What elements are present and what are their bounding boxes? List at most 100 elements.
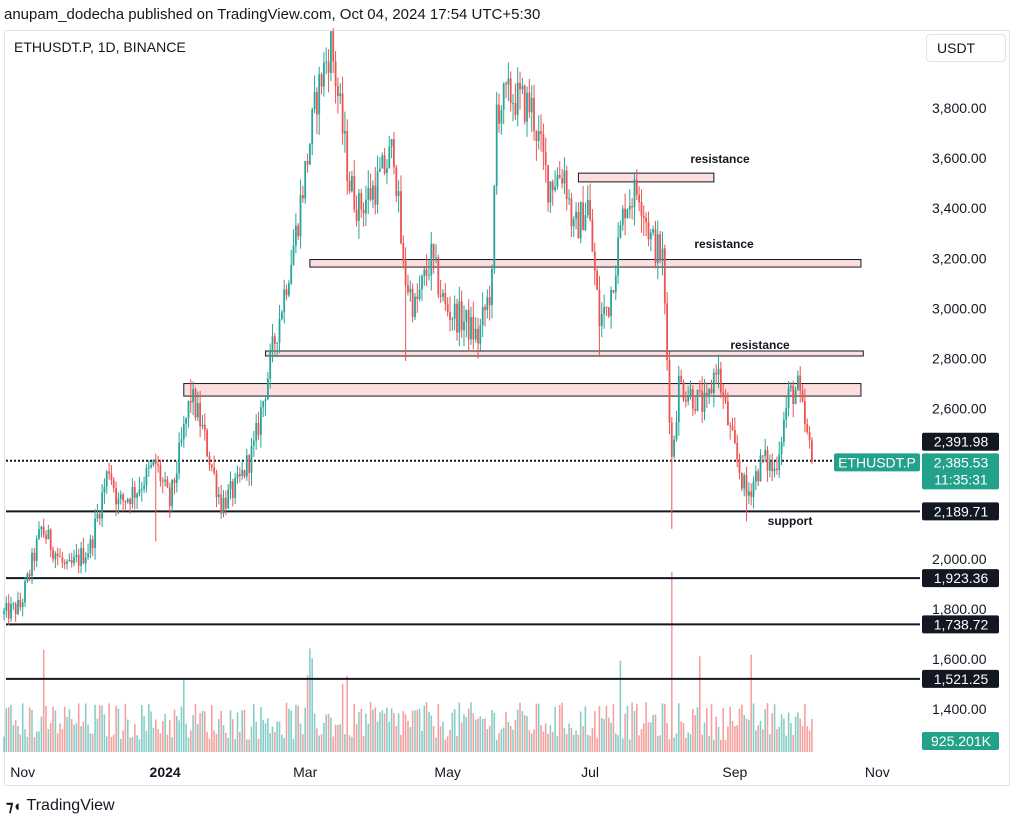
volume-bar [437, 704, 440, 752]
volume-bar [49, 723, 52, 752]
candle-body [624, 208, 626, 219]
candle-body [773, 468, 776, 472]
volume-bar [568, 723, 570, 752]
candle-body [157, 463, 159, 466]
volume-bar [355, 724, 358, 752]
volume-bar [31, 710, 33, 752]
volume-bar [659, 735, 661, 752]
y-tick-label: 3,000.00 [932, 300, 987, 316]
candle-body [579, 202, 582, 239]
volume-bar [530, 733, 533, 752]
candle-body [694, 408, 697, 411]
currency-button[interactable]: USDT [926, 34, 1006, 62]
price-axis[interactable]: 1,400.00 1,600.00 1,800.00 2,000.00 2,600.00… [932, 100, 987, 717]
volume-bar [185, 723, 187, 752]
volume-bar [73, 724, 75, 752]
candle-body [33, 552, 36, 561]
volume-bar [323, 723, 325, 752]
volume-bar [236, 712, 239, 752]
candle-body [519, 82, 521, 90]
candle-body [54, 553, 57, 560]
volume-bar [148, 704, 150, 752]
candle-body [402, 243, 405, 261]
candle-body [565, 170, 568, 199]
candle-body [129, 499, 131, 505]
volume-bar [66, 717, 68, 752]
volume-bar [608, 717, 610, 752]
volume-bar [488, 725, 491, 752]
candle-body [481, 307, 484, 326]
volume-bar [785, 735, 787, 752]
time-axis[interactable]: Nov 2024 Mar May Jul Sep Nov [10, 764, 890, 780]
volume-bar [456, 735, 458, 752]
candle-body [344, 131, 346, 134]
volume-bar [570, 727, 573, 752]
volume-bar [274, 732, 276, 752]
volume-bar [484, 718, 486, 752]
volume-bar [790, 723, 792, 752]
volume-bar [122, 730, 124, 752]
volume-bar [250, 726, 253, 752]
volume-bar [306, 675, 309, 752]
candle-body [535, 130, 538, 141]
volume-bar [271, 726, 274, 752]
candle-body [243, 470, 246, 477]
candle-body [696, 389, 699, 411]
volume-bar [255, 721, 257, 752]
volume-bar [155, 719, 157, 752]
candle-body [488, 297, 491, 306]
candle-body [649, 232, 652, 240]
volume-bar [59, 723, 61, 752]
candle-body [439, 295, 442, 297]
volume-bar [762, 729, 764, 752]
candle-body [741, 472, 743, 489]
volume-bar [358, 712, 360, 752]
volume-bar [278, 721, 281, 752]
resistance-label: resistance [730, 338, 790, 352]
candle-body [673, 439, 675, 457]
volume-bar [680, 721, 682, 752]
volume-bar [101, 705, 103, 752]
candle-body [257, 423, 260, 435]
volume-bar [629, 739, 631, 752]
volume-bar [561, 702, 563, 752]
candle-body [362, 209, 365, 214]
candle-body [458, 301, 461, 333]
volume-bar [376, 721, 379, 752]
volume-bar [671, 572, 673, 752]
candle-body [631, 206, 633, 208]
volume-bar [491, 709, 493, 752]
candle-body [537, 131, 540, 141]
candle-body [309, 144, 311, 165]
candle-body [147, 467, 150, 469]
candle-body [77, 554, 80, 566]
volume-bar [192, 715, 194, 752]
candle-body [523, 85, 526, 122]
volume-bar [463, 714, 465, 752]
volume-bar [232, 719, 234, 752]
candle-body [799, 375, 802, 391]
candle-body [337, 86, 339, 97]
candle-body [213, 467, 216, 473]
candle-body [418, 289, 421, 299]
candle-body [759, 455, 762, 482]
volume-bar [127, 719, 129, 752]
volume-bar [299, 723, 302, 752]
candle-body [229, 481, 232, 490]
candle-body [670, 422, 673, 457]
candle-body [360, 192, 363, 210]
volume-bar [253, 704, 255, 752]
candle-body [52, 549, 54, 560]
candle-body [269, 350, 272, 379]
candle-body [346, 131, 349, 181]
volume-bar [369, 702, 372, 752]
candle-body [755, 471, 757, 482]
volume-bar [755, 730, 757, 752]
candle-body [262, 401, 265, 408]
candle-body [236, 474, 239, 478]
candle-body [313, 92, 316, 110]
volume-bar [346, 676, 348, 752]
volume-bar [713, 739, 715, 752]
volume-bar [285, 702, 288, 752]
